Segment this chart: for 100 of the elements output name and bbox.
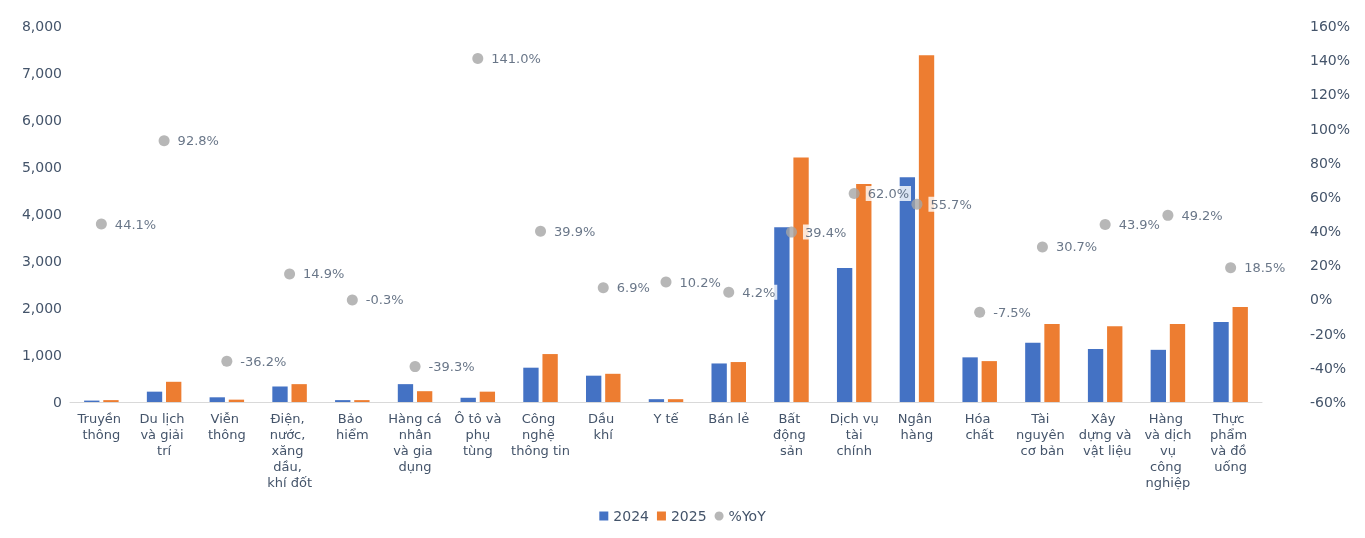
bar (711, 363, 727, 402)
bar (523, 367, 539, 402)
bar (1232, 307, 1248, 402)
data-label: 49.2% (1181, 207, 1223, 223)
bar (586, 375, 602, 402)
bar (272, 386, 288, 402)
point (284, 268, 296, 280)
point (1099, 218, 1111, 230)
bar (1213, 322, 1229, 402)
bar (1169, 323, 1186, 402)
legend-label: %YoY (728, 508, 767, 524)
bar (397, 384, 414, 402)
point (409, 361, 421, 373)
point (785, 226, 797, 238)
point (911, 198, 923, 210)
x-tick-label: Hàng và dịch vụ công nghiệp (1144, 410, 1192, 490)
bar (1087, 348, 1104, 402)
y-tick-label: 8,000 (21, 18, 62, 34)
y-tick-label: 7,000 (21, 65, 62, 81)
point (723, 286, 735, 298)
y2-tick-label: 20% (1310, 257, 1342, 274)
data-label: 39.9% (554, 223, 596, 239)
point (221, 355, 233, 367)
data-label: 44.1% (114, 216, 157, 232)
x-tick-label: Ngân hàng (897, 410, 937, 442)
y2-tick-label: 120% (1310, 86, 1351, 103)
bar (166, 381, 182, 402)
point (346, 294, 358, 306)
data-label: -39.3% (428, 359, 475, 375)
bar (962, 357, 978, 402)
x-tick-label: Du lịch và giải trí (139, 410, 189, 458)
x-tick-label: Viễn thông (207, 410, 246, 442)
point (535, 225, 547, 237)
y-tick-label: 5,000 (21, 159, 62, 175)
point (472, 52, 484, 64)
y2-tick-label: -40% (1310, 359, 1347, 376)
bar (667, 399, 684, 402)
y-tick-label: 3,000 (21, 253, 62, 269)
x-tick-label: Xây dựng và vật liệu (1078, 410, 1132, 458)
y-tick-label: 6,000 (21, 112, 62, 128)
bar (774, 227, 790, 402)
bar (730, 362, 746, 402)
x-tick-label: Truyền thông (76, 410, 126, 442)
data-label: 39.4% (804, 224, 847, 240)
point (597, 282, 609, 294)
data-label: 18.5% (1244, 260, 1286, 276)
bar (605, 373, 621, 402)
data-label: 30.7% (1055, 239, 1098, 255)
data-label: 55.7% (930, 196, 972, 212)
x-tick-label: Tài nguyên cơ bản (1016, 410, 1069, 458)
data-label: -0.3% (365, 292, 404, 308)
y-tick-label: 0 (53, 394, 62, 410)
y2-tick-label: 60% (1310, 188, 1342, 205)
point (95, 218, 107, 230)
data-label: 141.0% (491, 50, 541, 66)
bar (146, 391, 163, 402)
x-tick-label: Dầu khí (588, 410, 619, 442)
x-tick-label: Y tế (652, 410, 679, 426)
x-tick-label: Điện, nước, xăng dầu, khí đốt (267, 410, 312, 490)
y2-tick-label: 0% (1310, 291, 1333, 308)
x-tick-label: Hóa chất (964, 410, 995, 442)
bar (836, 268, 853, 402)
data-label: 62.0% (867, 185, 910, 201)
data-label: 10.2% (679, 274, 721, 290)
x-tick-label: Hàng cá nhân và gia dụng (388, 410, 442, 474)
x-tick-label: Thực phẩm và đồ uống (1210, 410, 1252, 474)
y2-tick-label: 160% (1310, 18, 1351, 34)
point (1225, 262, 1237, 274)
bar (291, 384, 307, 402)
point (848, 187, 860, 199)
y2-tick-label: -20% (1310, 325, 1347, 342)
data-label: 14.9% (303, 266, 345, 282)
data-label: -7.5% (993, 304, 1031, 320)
x-tick-label: Bảo hiểm (336, 410, 369, 442)
data-label: -36.2% (240, 353, 287, 369)
legend-label: 2025 (670, 508, 707, 524)
point (660, 276, 672, 288)
y2-tick-label: -60% (1310, 394, 1347, 410)
x-tick-label: Ô tô và phụ tùng (454, 410, 502, 458)
data-label: 4.2% (742, 284, 776, 300)
point (158, 135, 170, 147)
y2-tick-label: 140% (1310, 52, 1351, 69)
point (1036, 241, 1048, 253)
bar (209, 397, 225, 402)
bar (1107, 326, 1123, 402)
y-tick-label: 2,000 (21, 300, 62, 316)
bar (981, 361, 997, 402)
x-tick-label: Dịch vụ tài chính (829, 410, 879, 458)
bar (1150, 349, 1166, 402)
bar (1044, 323, 1060, 402)
bar (1025, 342, 1041, 402)
y-tick-label: 4,000 (21, 206, 62, 222)
legend-label: 2024 (613, 508, 650, 524)
bar (479, 391, 496, 402)
data-label: 43.9% (1118, 216, 1160, 232)
data-label: 92.8% (177, 133, 219, 149)
y2-tick-label: 40% (1310, 223, 1342, 240)
bar (648, 399, 665, 402)
bar (416, 391, 433, 402)
x-tick-label: Bán lẻ (708, 410, 750, 426)
